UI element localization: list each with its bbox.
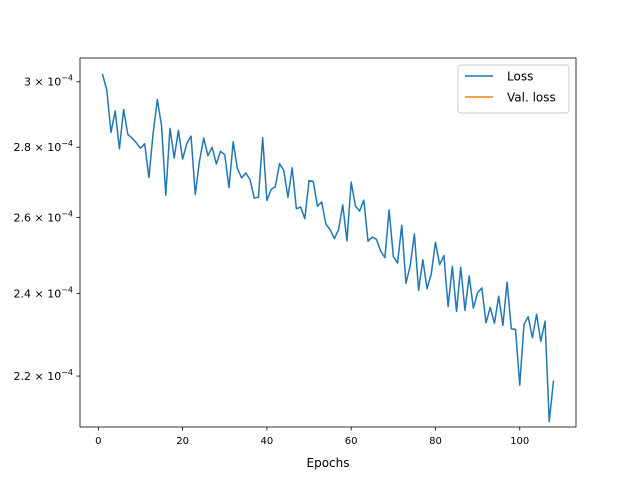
series-line-loss (101, 73, 555, 423)
x-tick-label: 60 (345, 436, 358, 447)
y-tick-label: 2.8 × 10−4 (14, 139, 74, 154)
x-axis-ticks: 0 20 40 60 80 100 (95, 427, 529, 447)
series-layer (101, 73, 555, 423)
legend-box (457, 64, 570, 114)
y-tick-label: 2.4 × 10−4 (14, 285, 74, 300)
y-axis-ticks: 2.2 × 10−4 2.4 × 10−4 2.6 × 10−4 2.8 × 10−4… (14, 74, 80, 383)
x-axis-label: Epochs (307, 456, 350, 470)
y-tick-label: 2.2 × 10−4 (14, 368, 74, 383)
x-tick-label: 100 (510, 436, 529, 447)
x-tick-label: 0 (95, 436, 101, 447)
legend-label-val-loss: Val. loss (507, 91, 556, 105)
x-tick-label: 40 (261, 436, 274, 447)
x-tick-label: 20 (176, 436, 189, 447)
y-tick-label: 2.6 × 10−4 (14, 210, 74, 225)
legend-label-loss: Loss (507, 70, 533, 84)
x-tick-label: 80 (429, 436, 442, 447)
axes-frame (79, 57, 577, 428)
y-tick-label: 3 × 10−4 (24, 74, 73, 89)
plot-area (79, 57, 577, 428)
legend: Loss Val. loss (457, 64, 570, 114)
